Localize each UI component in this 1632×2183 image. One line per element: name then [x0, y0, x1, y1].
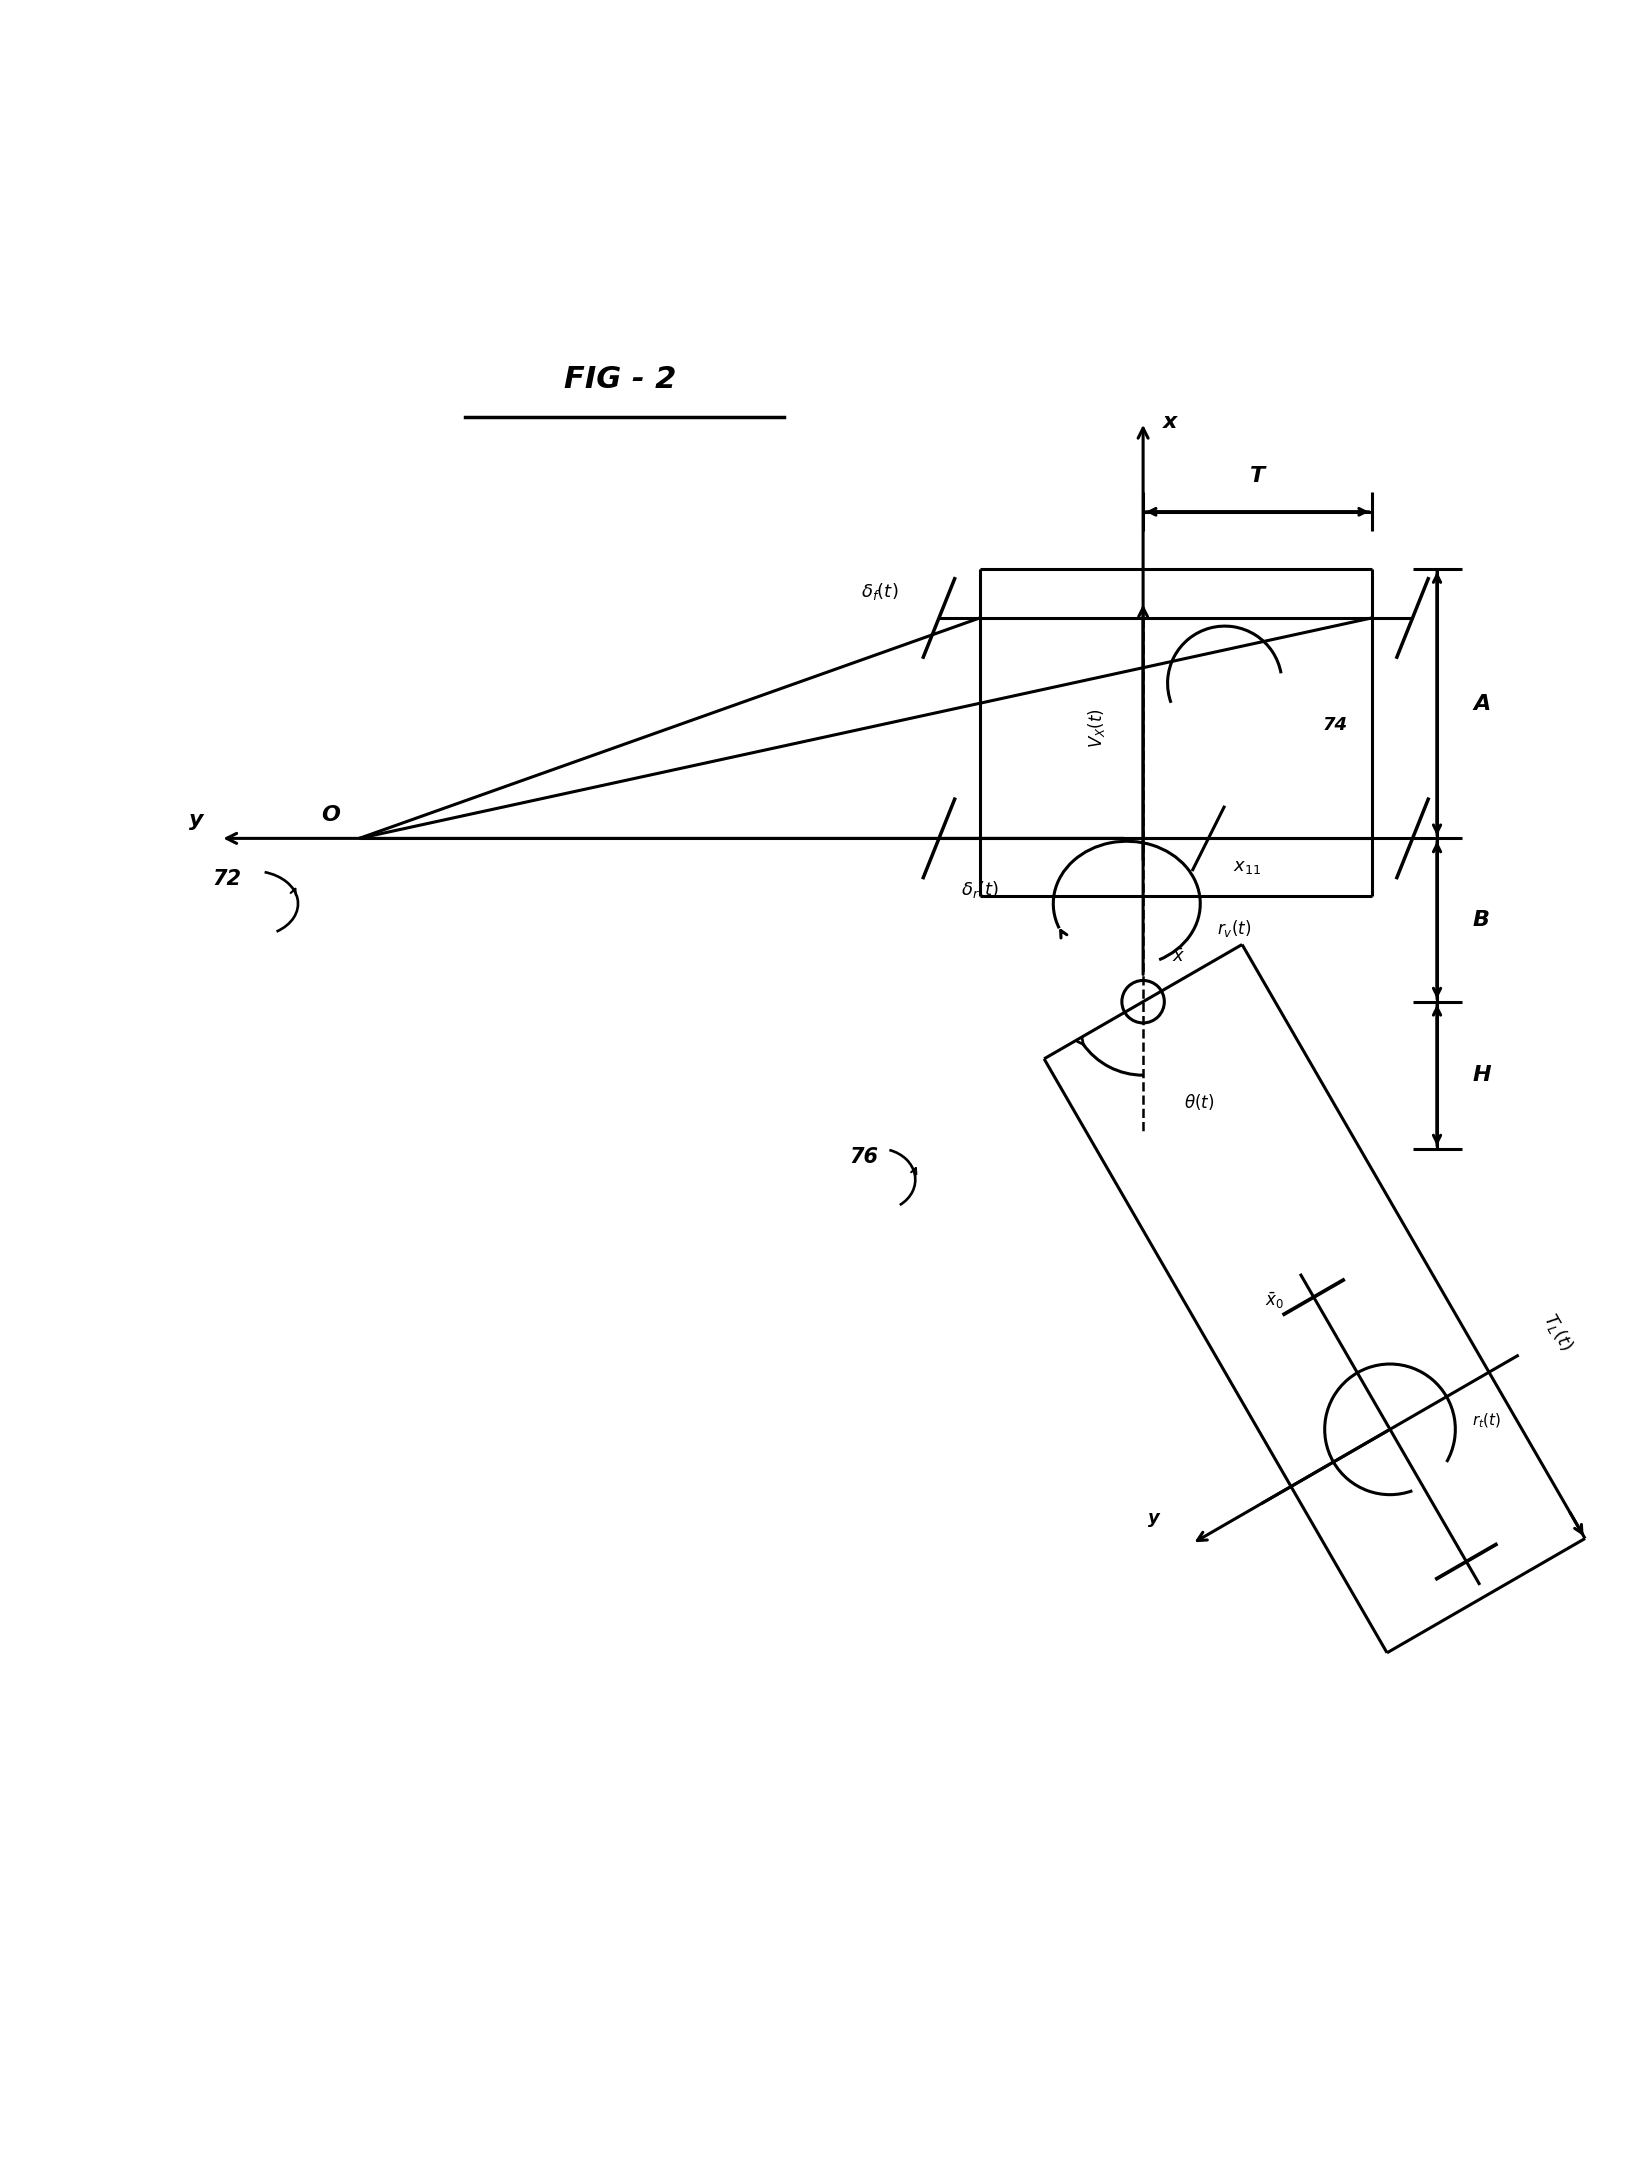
Text: $T_L(t)$: $T_L(t)$	[1539, 1310, 1577, 1356]
Text: $\delta_r(t)$: $\delta_r(t)$	[960, 880, 999, 899]
Text: y: y	[1147, 1508, 1159, 1528]
Text: 76: 76	[849, 1146, 878, 1168]
Text: x: x	[1162, 413, 1177, 432]
Text: H: H	[1472, 1065, 1490, 1085]
Text: T: T	[1248, 465, 1265, 485]
Text: $x_{11}$: $x_{11}$	[1232, 858, 1260, 875]
Text: 74: 74	[1322, 716, 1346, 733]
Text: 72: 72	[212, 869, 242, 888]
Text: A: A	[1472, 694, 1490, 714]
Text: $\delta_f(t)$: $\delta_f(t)$	[860, 581, 898, 603]
Text: $r_t(t)$: $r_t(t)$	[1470, 1412, 1500, 1430]
Text: $V_X(t)$: $V_X(t)$	[1085, 707, 1106, 749]
Text: $\theta(t)$: $\theta(t)$	[1183, 1092, 1214, 1111]
Text: y: y	[189, 810, 202, 830]
Text: FIG - 2: FIG - 2	[565, 365, 676, 393]
Text: B: B	[1472, 910, 1488, 930]
Text: $\bar{x}_0$: $\bar{x}_0$	[1265, 1290, 1283, 1310]
Text: $\bar{x}$: $\bar{x}$	[1172, 947, 1185, 965]
Text: O: O	[320, 806, 339, 825]
Text: $r_v(t)$: $r_v(t)$	[1216, 917, 1250, 939]
